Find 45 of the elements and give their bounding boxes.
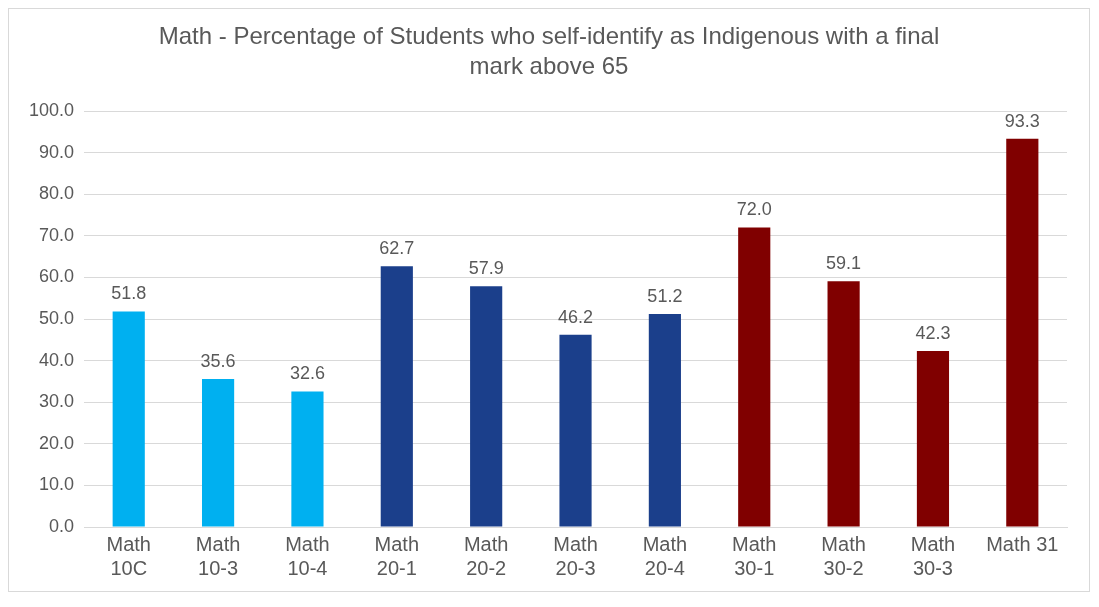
bar — [380, 266, 413, 527]
x-tick-label: Math 20-4 — [642, 532, 688, 579]
y-tick-label: 20.0 — [39, 432, 75, 453]
y-tick-label: 80.0 — [39, 183, 75, 204]
bar — [470, 286, 503, 527]
y-tick-label: 10.0 — [39, 474, 75, 495]
data-label: 59.1 — [826, 253, 862, 274]
x-tick-label: Math 20-1 — [374, 532, 420, 579]
y-tick-label: 40.0 — [39, 349, 75, 370]
y-tick-label: 70.0 — [39, 224, 75, 245]
data-label: 93.3 — [1004, 110, 1040, 131]
x-tick-label: Math 30-2 — [821, 532, 866, 579]
bar — [559, 334, 592, 527]
x-tick-label: Math 10C — [106, 532, 151, 579]
x-tick-label: Math 20-3 — [553, 532, 598, 579]
data-label: 32.6 — [289, 363, 325, 384]
y-tick-label: 0.0 — [49, 515, 75, 536]
x-tick-label: Math 20-2 — [463, 532, 509, 579]
y-tick-label: 60.0 — [39, 266, 75, 287]
bar — [827, 281, 860, 527]
x-tick-label: Math 30-3 — [910, 532, 956, 579]
bar — [916, 351, 950, 527]
data-label: 46.2 — [558, 306, 594, 327]
bar — [112, 311, 145, 527]
data-label: 62.7 — [379, 238, 415, 259]
data-label: 42.3 — [915, 323, 951, 343]
data-label: 51.2 — [647, 285, 683, 306]
data-label: 57.9 — [468, 258, 504, 279]
bar — [1006, 138, 1039, 527]
bar — [648, 314, 681, 527]
bar — [291, 391, 324, 527]
data-label: 35.6 — [200, 350, 236, 371]
data-label: 51.8 — [111, 283, 147, 304]
data-label: 72.0 — [736, 199, 772, 220]
x-tick-label: Math 30-1 — [732, 532, 777, 579]
y-tick-label: 90.0 — [39, 141, 75, 162]
bar — [202, 378, 235, 527]
x-tick-label: Math 10-3 — [195, 532, 241, 579]
y-tick-label: 30.0 — [39, 391, 75, 412]
y-tick-label: 50.0 — [39, 307, 75, 328]
chart-title: Math - Percentage of Students who self-identify as Indigenous with a final mark above 65 — [157, 21, 941, 81]
bar — [738, 227, 771, 527]
x-tick-label: Math 31 — [986, 532, 1059, 555]
x-tick-label: Math 10-4 — [285, 532, 330, 579]
y-tick-label: 100.0 — [29, 99, 75, 120]
